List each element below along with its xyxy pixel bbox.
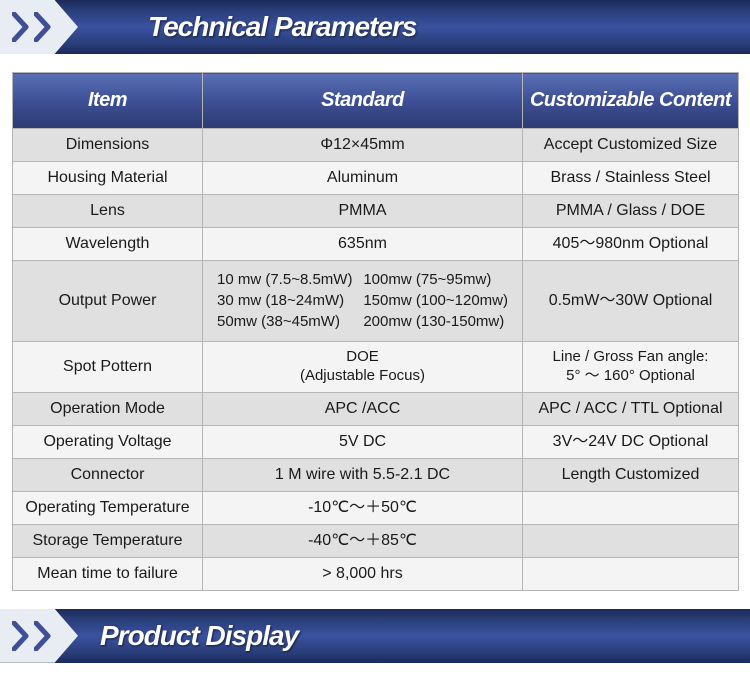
table-row: Operation ModeAPC /ACCAPC / ACC / TTL Op…	[13, 392, 739, 425]
table-row: Operating Voltage5V DC3V～24V DC Optional	[13, 425, 739, 458]
banner-title: Technical Parameters	[148, 11, 416, 43]
cell-item: Operation Mode	[13, 392, 203, 425]
table-row: Wavelength635nm405～980nm Optional	[13, 228, 739, 261]
cell-custom: 405～980nm Optional	[523, 228, 739, 261]
cell-standard: Aluminum	[203, 162, 523, 195]
parameters-table: Item Standard Customizable Content Dimen…	[12, 72, 739, 591]
chevron-box	[0, 0, 78, 54]
col-header-custom: Customizable Content	[523, 73, 739, 129]
cell-line: DOE	[207, 348, 518, 367]
cell-standard: 635nm	[203, 228, 523, 261]
cell-item: Wavelength	[13, 228, 203, 261]
chevron-box	[0, 609, 78, 663]
cell-standard: PMMA	[203, 195, 523, 228]
cell-custom: 0.5mW～30W Optional	[523, 261, 739, 342]
cell-custom: PMMA / Glass / DOE	[523, 195, 739, 228]
section-banner-product-display: Product Display	[0, 609, 750, 663]
cell-custom: Length Customized	[523, 458, 739, 491]
op-value: 200mw (130-150mw)	[363, 313, 508, 332]
chevron-right-icon	[34, 621, 52, 651]
section-banner-technical: Technical Parameters	[0, 0, 750, 54]
table-body: DimensionsΦ12×45mmAccept Customized Size…	[13, 129, 739, 591]
chevron-right-icon	[12, 621, 30, 651]
chevron-right-icon	[34, 12, 52, 42]
op-value: 150mw (100~120mw)	[363, 292, 508, 311]
cell-custom	[523, 557, 739, 590]
chevron-right-icon	[12, 12, 30, 42]
cell-standard: -40℃～＋85℃	[203, 524, 523, 557]
cell-item: Lens	[13, 195, 203, 228]
cell-item: Output Power	[13, 261, 203, 342]
cell-item: Connector	[13, 458, 203, 491]
cell-custom	[523, 524, 739, 557]
cell-standard: 1 M wire with 5.5-2.1 DC	[203, 458, 523, 491]
col-header-standard: Standard	[203, 73, 523, 129]
op-value: 50mw (38~45mW)	[217, 313, 353, 332]
table-row: Operating Temperature-10℃～＋50℃	[13, 491, 739, 524]
cell-custom: Accept Customized Size	[523, 129, 739, 162]
cell-custom: 3V～24V DC Optional	[523, 425, 739, 458]
table-row: Storage Temperature-40℃～＋85℃	[13, 524, 739, 557]
cell-standard: -10℃～＋50℃	[203, 491, 523, 524]
table-header-row: Item Standard Customizable Content	[13, 73, 739, 129]
op-value: 100mw (75~95mw)	[363, 271, 508, 290]
cell-custom	[523, 491, 739, 524]
cell-standard: DOE(Adjustable Focus)	[203, 342, 523, 393]
cell-item: Operating Temperature	[13, 491, 203, 524]
table-row: DimensionsΦ12×45mmAccept Customized Size	[13, 129, 739, 162]
cell-standard: > 8,000 hrs	[203, 557, 523, 590]
table-row: Housing MaterialAluminumBrass / Stainles…	[13, 162, 739, 195]
cell-item: Housing Material	[13, 162, 203, 195]
cell-custom: Line / Gross Fan angle:5° ～ 160° Optiona…	[523, 342, 739, 393]
cell-standard: 5V DC	[203, 425, 523, 458]
parameters-table-wrap: Item Standard Customizable Content Dimen…	[0, 54, 750, 609]
table-row: Spot PotternDOE(Adjustable Focus)Line / …	[13, 342, 739, 393]
cell-custom: APC / ACC / TTL Optional	[523, 392, 739, 425]
table-row: Output Power 10 mw (7.5~8.5mW) 100mw (75~9…	[13, 261, 739, 342]
cell-line: (Adjustable Focus)	[207, 367, 518, 386]
col-header-item: Item	[13, 73, 203, 129]
cell-standard: APC /ACC	[203, 392, 523, 425]
table-row: LensPMMAPMMA / Glass / DOE	[13, 195, 739, 228]
cell-line: 5° ～ 160° Optional	[527, 367, 734, 386]
table-row: Mean time to failure> 8,000 hrs	[13, 557, 739, 590]
cell-standard: Φ12×45mm	[203, 129, 523, 162]
banner-title: Product Display	[100, 620, 298, 652]
cell-line: Line / Gross Fan angle:	[527, 348, 734, 367]
cell-item: Mean time to failure	[13, 557, 203, 590]
op-value: 30 mw (18~24mW)	[217, 292, 353, 311]
cell-item: Spot Pottern	[13, 342, 203, 393]
table-row: Connector1 M wire with 5.5-2.1 DCLength …	[13, 458, 739, 491]
op-value: 10 mw (7.5~8.5mW)	[217, 271, 353, 290]
cell-item: Storage Temperature	[13, 524, 203, 557]
cell-standard: 10 mw (7.5~8.5mW) 100mw (75~95mw) 30 mw (1…	[203, 261, 523, 342]
cell-item: Operating Voltage	[13, 425, 203, 458]
cell-item: Dimensions	[13, 129, 203, 162]
cell-custom: Brass / Stainless Steel	[523, 162, 739, 195]
